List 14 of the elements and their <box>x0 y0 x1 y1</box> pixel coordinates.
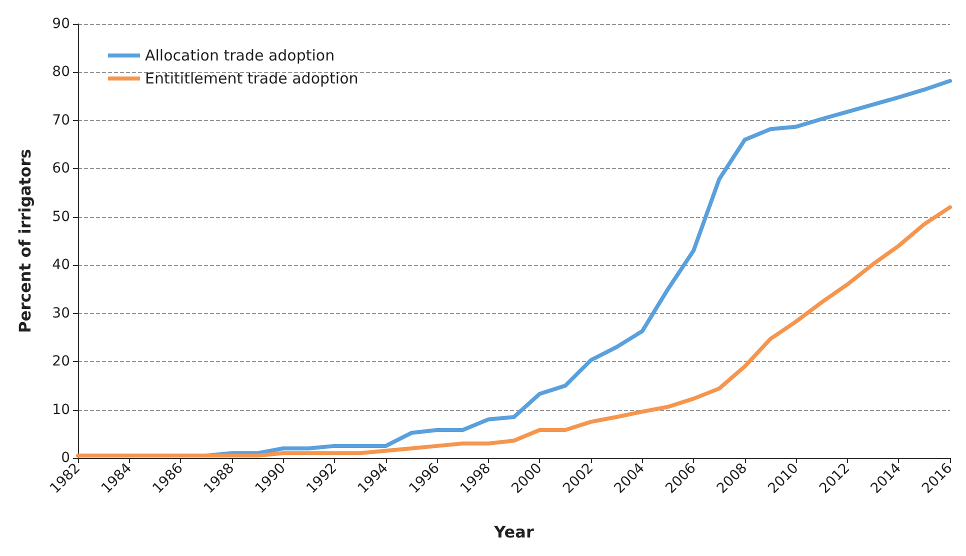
y-tick-label: 30 <box>52 305 70 322</box>
legend-label: Allocation trade adoption <box>145 46 335 64</box>
y-tick-label: 70 <box>52 112 70 128</box>
y-tick-label: 80 <box>52 64 70 80</box>
x-axis-title: Year <box>493 522 534 542</box>
y-tick-label: 40 <box>52 257 70 274</box>
y-tick-label: 20 <box>52 354 70 370</box>
y-tick-label: 50 <box>52 208 70 225</box>
y-tick-label: 10 <box>52 402 70 418</box>
y-tick-label: 60 <box>52 160 70 177</box>
y-tick-label: 90 <box>52 16 70 32</box>
legend-label: Entititlement trade adoption <box>145 70 358 88</box>
y-tick-label: 0 <box>61 450 70 466</box>
y-axis-title: Percent of irrigators <box>16 149 34 333</box>
